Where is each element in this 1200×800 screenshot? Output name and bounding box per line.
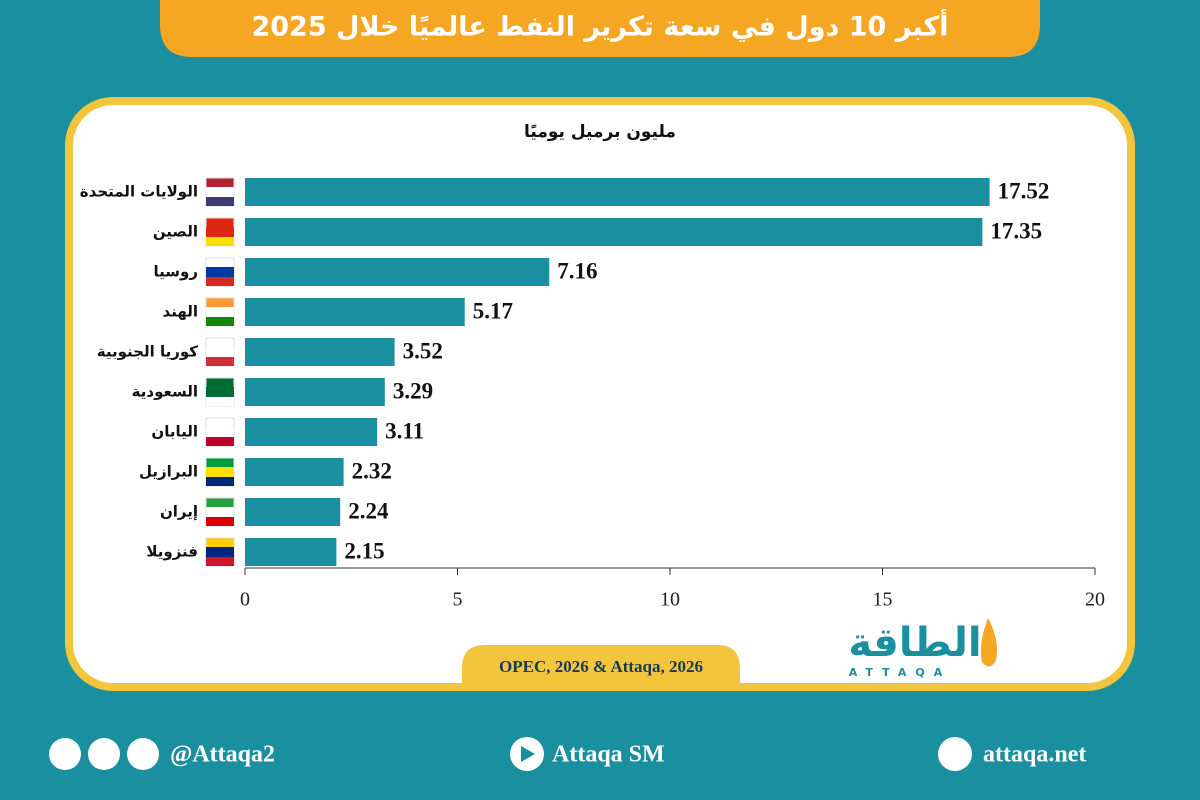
flag-band — [206, 187, 234, 197]
value-label: 3.52 — [403, 338, 443, 363]
facebook-icon[interactable] — [127, 738, 159, 770]
bar — [245, 298, 465, 326]
flag-band — [206, 267, 234, 277]
social-handle[interactable]: @Attaqa2 — [170, 742, 275, 768]
flag-band — [206, 507, 234, 517]
bar — [245, 498, 341, 526]
globe-icon[interactable] — [938, 737, 972, 771]
value-label: 3.11 — [385, 418, 424, 443]
x-tick-label: 0 — [240, 589, 250, 611]
category-label: البرازيل — [139, 463, 198, 481]
category-label: السعودية — [132, 383, 198, 401]
x-tick-label: 10 — [660, 589, 680, 611]
category-label: إيران — [160, 503, 198, 521]
flag-band — [206, 317, 234, 326]
x-icon[interactable] — [49, 738, 81, 770]
value-label: 5.17 — [473, 298, 513, 323]
flag-band — [206, 227, 234, 237]
chart-title: أكبر 10 دول في سعة تكرير النفط عالميًا خ… — [251, 9, 948, 43]
flag-band — [206, 357, 234, 366]
value-label: 2.24 — [348, 498, 389, 523]
logo-drop — [980, 618, 997, 667]
x-tick-label: 5 — [453, 589, 463, 611]
category-label: الولايات المتحدة — [80, 183, 198, 201]
category-label: الهند — [163, 303, 198, 321]
category-label: كوريا الجنوبية — [97, 343, 198, 361]
website[interactable]: attaqa.net — [983, 742, 1086, 768]
category-label: اليابان — [151, 423, 198, 441]
bar — [245, 178, 990, 206]
value-label: 17.35 — [990, 218, 1042, 243]
bar — [245, 218, 983, 246]
category-label: فنزويلا — [146, 543, 198, 561]
flag-band — [206, 397, 234, 406]
logo: الطاقة ATTAQA — [848, 618, 997, 679]
bar — [245, 538, 337, 566]
footer: @Attaqa2 Attaqa SM attaqa.net — [49, 737, 1086, 771]
bar — [245, 258, 550, 286]
value-label: 2.15 — [344, 538, 384, 563]
value-label: 17.52 — [998, 178, 1050, 203]
x-tick-label: 15 — [873, 589, 893, 611]
title-banner — [160, 0, 1040, 57]
flag-band — [206, 307, 234, 317]
source-pill — [462, 645, 740, 690]
flag-band — [206, 277, 234, 286]
youtube-name[interactable]: Attaqa SM — [552, 742, 665, 768]
bar — [245, 458, 344, 486]
axis-unit: مليون برميل يوميًا — [524, 122, 676, 142]
flag-band — [206, 467, 234, 477]
flag-band — [206, 557, 234, 566]
category-label: الصين — [153, 223, 198, 241]
category-label: روسيا — [154, 263, 198, 281]
bar — [245, 338, 395, 366]
flag-band — [206, 547, 234, 557]
flag-band — [206, 477, 234, 486]
logo-subtitle: ATTAQA — [849, 666, 951, 679]
value-label: 2.32 — [352, 458, 392, 483]
value-label: 3.29 — [393, 378, 433, 403]
value-label: 7.16 — [557, 258, 597, 283]
flag-band — [206, 237, 234, 246]
flag-band — [206, 437, 234, 446]
youtube-play — [521, 746, 535, 762]
bar — [245, 418, 378, 446]
x-tick-label: 20 — [1085, 589, 1105, 611]
instagram-icon[interactable] — [88, 738, 120, 770]
bar — [245, 378, 385, 406]
flag-band — [206, 387, 234, 397]
flag-band — [206, 347, 234, 357]
flag-band — [206, 427, 234, 437]
logo-text: الطاقة — [848, 620, 981, 666]
source: OPEC, 2026 & Attaqa, 2026 — [499, 657, 703, 676]
flag-band — [206, 517, 234, 526]
flag-band — [206, 197, 234, 206]
